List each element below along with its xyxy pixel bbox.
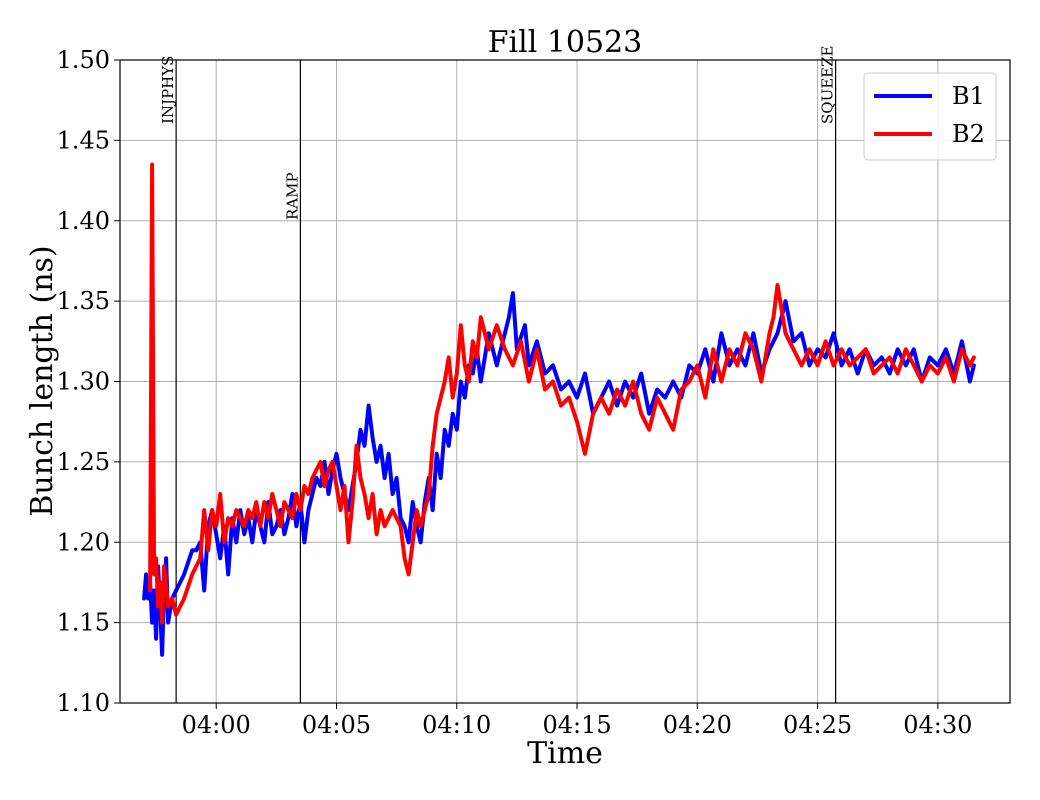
- grid: [120, 59, 1010, 704]
- legend-label-b1: B1: [952, 82, 985, 110]
- y-axis-title: Bunch length (ns): [25, 245, 60, 516]
- event-label-squeeze: SQUEEZE: [819, 46, 837, 125]
- y-tick-label: 1.50: [57, 46, 110, 74]
- x-tick-label: 04:15: [542, 711, 611, 739]
- x-tick-label: 04:05: [302, 711, 371, 739]
- y-tick-label: 1.45: [57, 126, 110, 154]
- y-tick-label: 1.25: [57, 448, 110, 476]
- x-axis-ticks: 04:00 04:05 04:10 04:15 04:20 04:25 04:30: [182, 703, 972, 739]
- x-tick-label: 04:10: [422, 711, 491, 739]
- chart-title: Fill 10523: [488, 25, 643, 60]
- y-tick-label: 1.15: [57, 609, 110, 637]
- legend-label-b2: B2: [952, 120, 985, 148]
- y-tick-label: 1.40: [57, 207, 110, 235]
- x-tick-label: 04:30: [903, 711, 972, 739]
- x-tick-label: 04:00: [182, 711, 251, 739]
- y-tick-label: 1.30: [57, 368, 110, 396]
- series-line-b2: [148, 162, 976, 625]
- x-tick-label: 04:20: [663, 711, 732, 739]
- x-tick-label: 04:25: [783, 711, 852, 739]
- y-tick-label: 1.20: [57, 528, 110, 556]
- series-line-b1: [142, 291, 976, 657]
- event-markers: INJPHYS RAMP SQUEEZE: [159, 46, 837, 703]
- x-axis-title: Time: [527, 736, 603, 771]
- y-tick-label: 1.35: [57, 287, 110, 315]
- series-lines: [142, 162, 976, 657]
- y-axis-ticks: 1.10 1.15 1.20 1.25 1.30 1.35 1.40 1.45 1.50: [57, 46, 120, 717]
- event-label-ramp: RAMP: [283, 172, 301, 220]
- event-label-injphys: INJPHYS: [159, 56, 177, 124]
- y-tick-label: 1.10: [57, 689, 110, 717]
